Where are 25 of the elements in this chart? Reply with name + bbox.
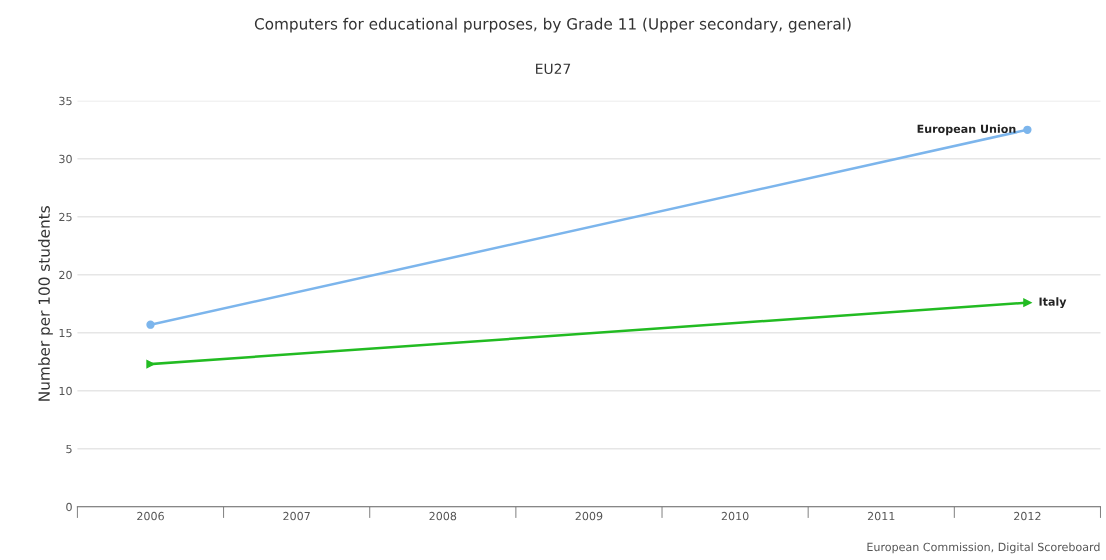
point <box>1023 125 1032 134</box>
point <box>146 359 155 369</box>
y-tick-label: 35 <box>59 96 72 106</box>
point <box>146 320 155 329</box>
y-tick-label: 25 <box>59 212 72 222</box>
y-tick-label: 5 <box>66 444 72 454</box>
y-tick-label: 20 <box>59 270 72 280</box>
y-tick-label: 0 <box>66 502 72 512</box>
series-label: Italy <box>1039 297 1067 309</box>
y-tick-label: 10 <box>59 386 72 396</box>
x-tick-label: 2011 <box>867 511 895 521</box>
x-tick-label: 2007 <box>283 511 310 521</box>
y-tick-label: 15 <box>59 328 72 338</box>
x-tick-label: 2012 <box>1014 511 1041 521</box>
series-label: European Union <box>917 124 1016 136</box>
point <box>1023 298 1032 307</box>
x-tick-label: 2008 <box>429 511 457 521</box>
text: European Commission, Digital Scoreboard <box>867 542 1100 554</box>
x-tick-label: 2006 <box>137 511 164 521</box>
x-tick-label: 2010 <box>721 511 749 521</box>
y-axis-title: Number per 100 students <box>38 206 53 401</box>
chart-title: Computers for educational purposes, by Grade 11 (Upper secondary, general) <box>254 17 851 33</box>
y-tick-label: 30 <box>59 154 72 164</box>
x-tick-label: 2009 <box>575 511 603 521</box>
chart-subtitle: EU27 <box>536 63 571 75</box>
